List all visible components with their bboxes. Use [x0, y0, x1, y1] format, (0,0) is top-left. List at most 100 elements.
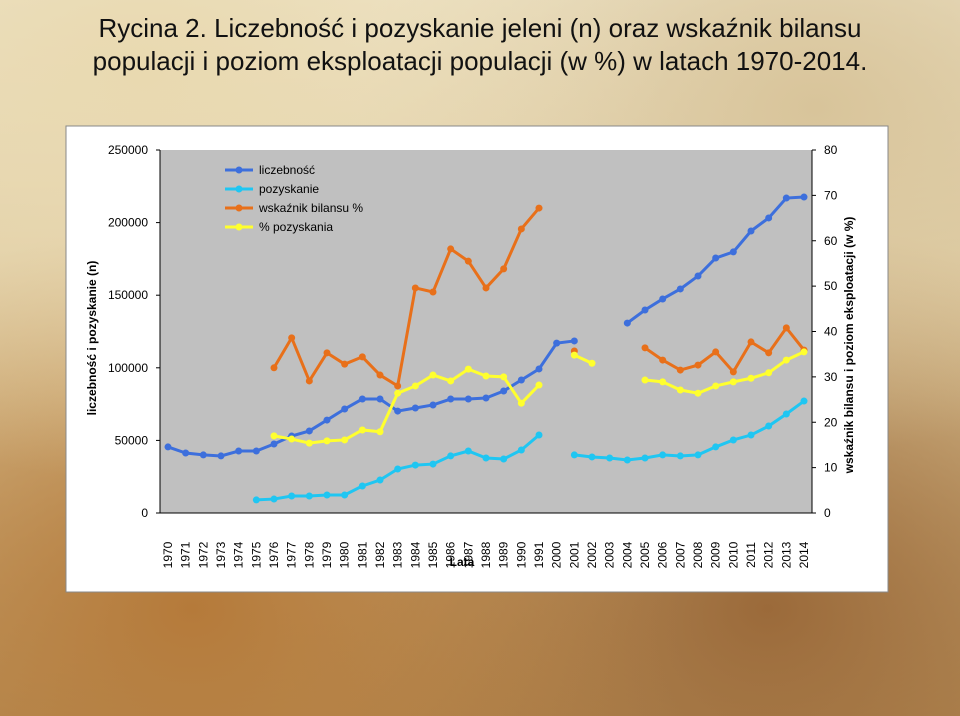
x-tick-label: 1988 [479, 541, 493, 568]
data-point [641, 306, 649, 314]
data-point [623, 456, 631, 464]
data-point [235, 447, 243, 455]
data-point [252, 496, 260, 504]
data-point [341, 405, 349, 413]
data-point [447, 245, 455, 253]
data-point [641, 454, 649, 462]
y-axis-label: liczebność i pozyskanie (n) [85, 261, 99, 416]
data-point [588, 453, 596, 461]
data-point [341, 436, 349, 444]
data-point [394, 389, 402, 397]
data-point [765, 422, 773, 430]
x-tick-label: 1979 [320, 541, 334, 568]
data-point [182, 449, 190, 457]
data-point [500, 265, 508, 273]
chart-title: Rycina 2. Liczebność i pozyskanie jeleni… [92, 13, 868, 76]
x-axis-label: Lata [450, 555, 475, 569]
y2-tick-label: 60 [824, 234, 838, 248]
legend-label: % pozyskania [259, 220, 333, 234]
data-point [712, 382, 720, 390]
x-tick-label: 1989 [497, 541, 511, 568]
data-point [800, 193, 808, 201]
data-point [747, 431, 755, 439]
data-point [782, 194, 790, 202]
data-point [411, 284, 419, 292]
data-point [676, 285, 684, 293]
data-point [376, 371, 384, 379]
data-point [765, 214, 773, 222]
data-point [411, 461, 419, 469]
data-point [641, 344, 649, 352]
data-point [517, 399, 525, 407]
data-point [641, 376, 649, 384]
data-point [305, 427, 313, 435]
legend-marker [235, 223, 243, 231]
legend-label: wskaźnik bilansu % [258, 201, 363, 215]
y2-tick-label: 0 [824, 506, 831, 520]
data-point [429, 401, 437, 409]
data-point [447, 452, 455, 460]
data-point [800, 397, 808, 405]
data-point [800, 348, 808, 356]
data-point [729, 248, 737, 256]
data-point [694, 272, 702, 280]
x-tick-label: 2001 [567, 541, 581, 568]
x-tick-label: 1977 [285, 541, 299, 568]
x-tick-label: 1987 [461, 541, 475, 568]
data-point [164, 443, 172, 451]
y-tick-label: 50000 [115, 433, 149, 447]
legend-marker [235, 185, 243, 193]
data-point [270, 495, 278, 503]
data-point [464, 257, 472, 265]
data-point [782, 324, 790, 332]
x-tick-label: 2008 [691, 541, 705, 568]
series-line [644, 350, 805, 395]
data-point [535, 431, 543, 439]
x-tick-label: 2005 [638, 541, 652, 568]
y2-tick-label: 10 [824, 461, 838, 475]
data-point [535, 365, 543, 373]
data-point [517, 225, 525, 233]
data-point [341, 360, 349, 368]
data-point [376, 395, 384, 403]
data-point [323, 349, 331, 357]
data-point [676, 366, 684, 374]
data-point [659, 356, 667, 364]
data-point [729, 378, 737, 386]
data-point [252, 447, 260, 455]
x-tick-label: 2014 [797, 541, 811, 568]
series-line [273, 367, 541, 445]
data-point [394, 407, 402, 415]
data-point [570, 351, 578, 359]
x-tick-label: 2006 [656, 541, 670, 568]
x-tick-label: 1991 [532, 541, 546, 568]
data-point [376, 476, 384, 484]
data-point [323, 416, 331, 424]
y2-tick-label: 50 [824, 279, 838, 293]
series-line [644, 325, 806, 375]
x-tick-label: 1971 [179, 541, 193, 568]
x-tick-label: 1978 [302, 541, 316, 568]
series-line [272, 207, 541, 389]
data-point [217, 452, 225, 460]
data-point [288, 492, 296, 500]
data-point [429, 460, 437, 468]
data-point [482, 372, 490, 380]
y2-tick-label: 20 [824, 415, 838, 429]
data-point [694, 361, 702, 369]
x-tick-label: 1986 [444, 541, 458, 568]
data-point [305, 492, 313, 500]
data-point [482, 394, 490, 402]
data-point [411, 382, 419, 390]
y2-tick-label: 80 [824, 143, 838, 157]
data-point [358, 482, 366, 490]
data-point [199, 451, 207, 459]
x-tick-label: 1985 [426, 541, 440, 568]
data-point [747, 227, 755, 235]
y-tick-label: 100000 [108, 361, 148, 375]
x-tick-label: 1982 [373, 541, 387, 568]
data-point [570, 337, 578, 345]
data-point [447, 395, 455, 403]
data-point [588, 359, 596, 367]
